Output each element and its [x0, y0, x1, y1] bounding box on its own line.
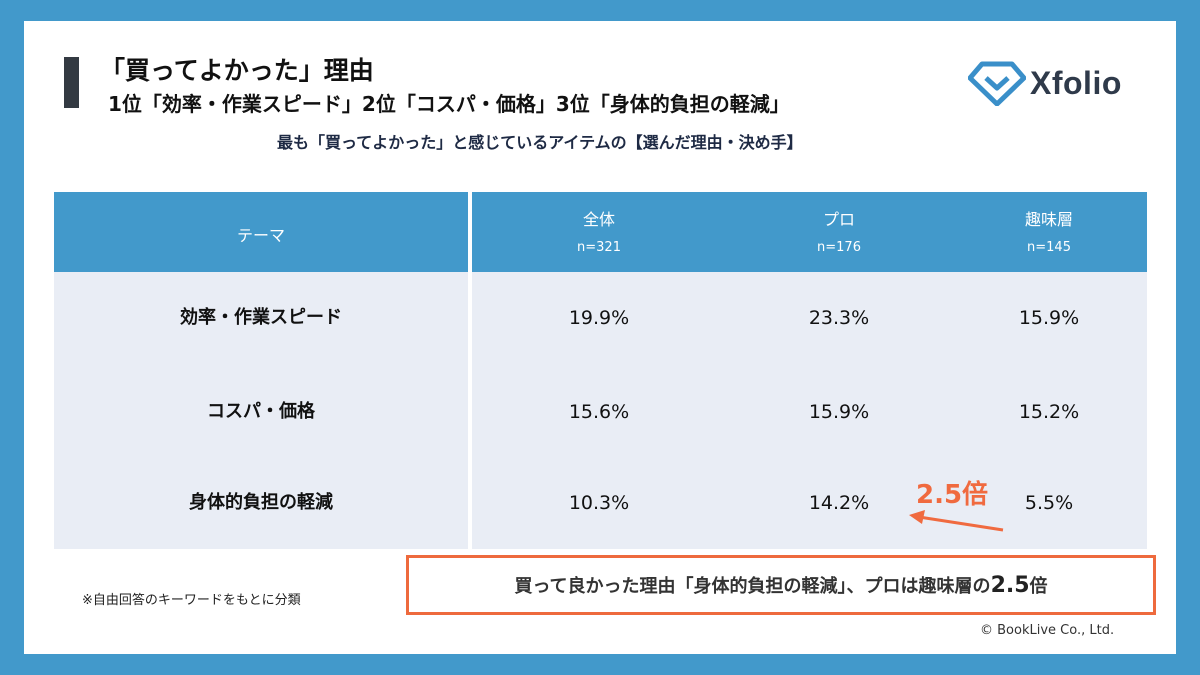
callout-text: 買って良かった理由「身体的負担の軽減」、プロは趣味層の — [514, 576, 991, 597]
value-pro: 14.2% — [808, 492, 870, 514]
page-subtitle: 1位「効率・作業スピード」2位「コスパ・価格」3位「身体的負担の軽減」 — [108, 92, 790, 116]
value-hobby: 5.5% — [1024, 492, 1074, 514]
column-divider — [468, 192, 472, 549]
xfolio-diamond-icon — [968, 61, 1026, 106]
logo-text: Xfolio — [1030, 64, 1122, 101]
callout-highlight: 2.5 — [990, 572, 1030, 598]
col-header-hobby: 趣味層 n=145 — [974, 192, 1124, 272]
col-header-pro: プロ n=176 — [764, 192, 914, 272]
col-header-label: 全体 — [582, 210, 615, 229]
col-header-all: 全体 n=321 — [524, 192, 674, 272]
value-pro: 23.3% — [808, 307, 870, 329]
multiplier-annotation: 2.5倍 — [916, 480, 989, 510]
callout-text-suffix: 倍 — [1029, 576, 1048, 597]
results-table: テーマ 全体 n=321 プロ n=176 趣味層 n=145 効率・作業スピー… — [54, 192, 1147, 549]
value-all: 10.3% — [568, 492, 630, 514]
arrow-left-icon — [909, 510, 1004, 532]
title-accent-bar — [64, 57, 79, 108]
value-hobby: 15.9% — [1018, 307, 1080, 329]
table-row: 身体的負担の軽減 10.3% 14.2% 5.5% — [54, 457, 1147, 549]
value-all: 19.9% — [568, 307, 630, 329]
value-all: 15.6% — [568, 401, 630, 423]
page-title: 「買ってよかった」理由 — [100, 56, 374, 85]
col-header-label: プロ — [822, 210, 855, 229]
summary-callout: 買って良かった理由「身体的負担の軽減」、プロは趣味層の 2.5 倍 — [406, 555, 1156, 615]
copyright: © BookLive Co., Ltd. — [980, 623, 1115, 638]
table-header: テーマ 全体 n=321 プロ n=176 趣味層 n=145 — [54, 192, 1147, 272]
row-theme: 身体的負担の軽減 — [189, 492, 333, 513]
survey-question: 最も「買ってよかった」と感じているアイテムの【選んだ理由・決め手】 — [277, 133, 803, 152]
col-header-label: テーマ — [236, 226, 285, 245]
row-theme: 効率・作業スピード — [180, 307, 342, 328]
value-hobby: 15.2% — [1018, 401, 1080, 423]
row-theme: コスパ・価格 — [207, 401, 315, 422]
xfolio-logo: Xfolio — [968, 58, 1138, 108]
col-header-label: 趣味層 — [1024, 210, 1073, 229]
footnote: ※自由回答のキーワードをもとに分類 — [82, 593, 301, 608]
col-header-n: n=321 — [577, 240, 621, 255]
col-header-n: n=176 — [817, 240, 861, 255]
col-header-n: n=145 — [1027, 240, 1071, 255]
value-pro: 15.9% — [808, 401, 870, 423]
col-header-theme: テーマ — [54, 192, 468, 272]
table-row: コスパ・価格 15.6% 15.9% 15.2% — [54, 366, 1147, 458]
table-row: 効率・作業スピード 19.9% 23.3% 15.9% — [54, 272, 1147, 364]
